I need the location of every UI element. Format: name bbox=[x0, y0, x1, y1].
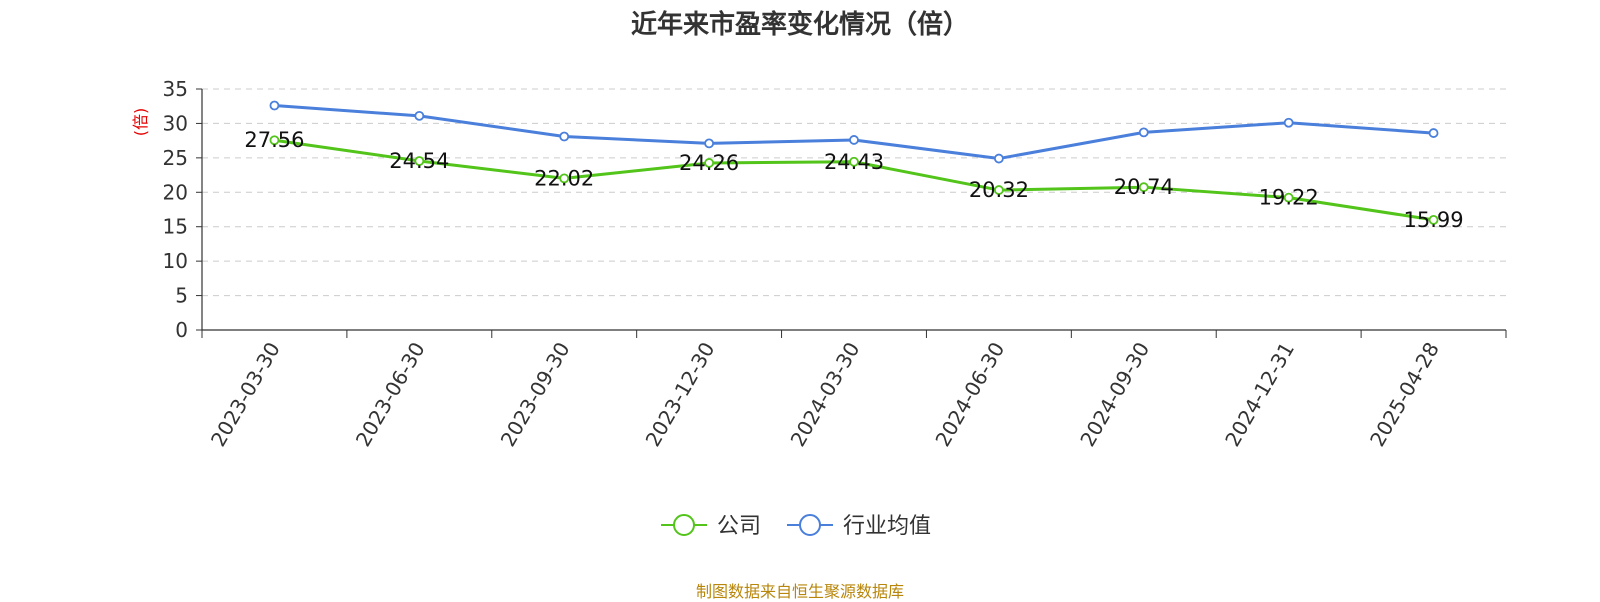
y-axis-label: (倍) bbox=[131, 108, 150, 137]
y-tick-label: 25 bbox=[163, 146, 188, 170]
legend-marker bbox=[673, 514, 695, 536]
x-tick-label: 2024-12-31 bbox=[1220, 338, 1299, 451]
legend-label: 行业均值 bbox=[843, 514, 931, 539]
data-label: 24.43 bbox=[824, 150, 884, 174]
legend[interactable]: 公司 行业均值 bbox=[661, 514, 931, 539]
y-tick-label: 5 bbox=[175, 284, 188, 308]
data-label: 20.32 bbox=[969, 178, 1029, 202]
data-point bbox=[269, 100, 280, 111]
data-point bbox=[704, 138, 715, 149]
x-tick-label: 2025-04-28 bbox=[1365, 338, 1444, 451]
y-tick-label: 30 bbox=[163, 111, 188, 135]
data-point bbox=[993, 153, 1004, 164]
chart-title: 近年来市盈率变化情况（倍） bbox=[630, 10, 969, 40]
data-labels: 27.56 24.54 22.02 24.26 24.43 20.32 20.74 19.22… bbox=[244, 128, 1463, 232]
data-label: 20.74 bbox=[1114, 175, 1174, 199]
source-note: 制图数据来自恒生聚源数据库 bbox=[695, 582, 904, 601]
data-point bbox=[1428, 128, 1439, 138]
y-tick-label: 10 bbox=[163, 249, 188, 273]
y-tick-label: 20 bbox=[163, 180, 188, 204]
data-label: 27.56 bbox=[244, 128, 304, 152]
axes: 0 5 10 15 20 25 30 35 (倍) 2023-03-30 2023-06-30 202… bbox=[131, 77, 1507, 451]
data-label: 24.26 bbox=[679, 151, 739, 175]
x-tick-label: 2024-09-30 bbox=[1075, 338, 1154, 451]
data-point bbox=[414, 110, 425, 121]
data-label: 19.22 bbox=[1259, 186, 1319, 210]
x-tick-label: 2023-06-30 bbox=[351, 338, 430, 451]
x-tick-label: 2023-03-30 bbox=[206, 338, 285, 451]
data-point bbox=[1138, 127, 1149, 138]
data-label: 15.99 bbox=[1403, 208, 1463, 232]
data-point bbox=[849, 156, 859, 167]
x-tick-label: 2024-06-30 bbox=[930, 338, 1009, 451]
legend-marker bbox=[799, 514, 821, 536]
data-label: 22.02 bbox=[534, 166, 594, 190]
data-point bbox=[1283, 192, 1294, 203]
y-tick-label: 35 bbox=[163, 77, 188, 101]
data-point bbox=[1428, 214, 1439, 225]
y-tick-label: 0 bbox=[175, 318, 188, 342]
data-point bbox=[1138, 182, 1149, 193]
data-point bbox=[269, 135, 280, 146]
y-tick-label: 15 bbox=[163, 215, 188, 239]
data-point bbox=[559, 131, 570, 142]
data-point bbox=[993, 185, 1004, 195]
data-point bbox=[849, 135, 859, 145]
x-tick-label: 2023-09-30 bbox=[496, 338, 575, 451]
legend-item-0[interactable]: 公司 bbox=[661, 514, 761, 539]
x-tick-label: 2023-12-30 bbox=[641, 338, 720, 451]
legend-label: 公司 bbox=[717, 514, 761, 539]
data-point bbox=[1283, 117, 1294, 128]
x-tick-label: 2024-03-30 bbox=[785, 338, 864, 451]
data-point bbox=[704, 158, 715, 168]
legend-item-1[interactable]: 行业均值 bbox=[787, 514, 931, 539]
data-point bbox=[414, 156, 425, 166]
data-point bbox=[559, 173, 570, 184]
series bbox=[269, 100, 1439, 225]
data-label: 24.54 bbox=[389, 149, 449, 173]
